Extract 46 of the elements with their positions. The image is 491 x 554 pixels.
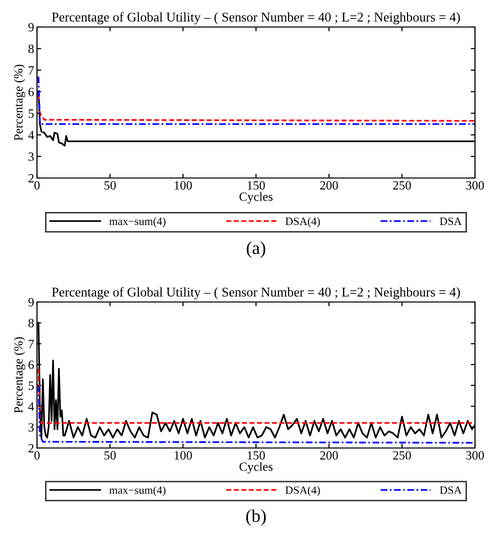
x-tick-label: 100 <box>174 451 192 460</box>
y-tick-label: 8 <box>28 318 34 328</box>
legend-label: max−sum(4) <box>109 486 166 496</box>
y-tick-label: 5 <box>28 382 34 390</box>
legend-label: DSA <box>440 218 462 226</box>
text: (a) <box>246 241 266 258</box>
x-tick-label: 0 <box>34 451 40 460</box>
x-tick-label: 150 <box>248 451 265 460</box>
text: (b) <box>246 509 266 526</box>
y-tick-label: 2 <box>28 444 34 452</box>
x-tick-label: 0 <box>34 181 40 190</box>
x-tick-label: 300 <box>466 181 484 190</box>
y-tick-label: 9 <box>28 298 34 306</box>
legend-label: DSA(4) <box>285 486 320 496</box>
x-tick-label: 50 <box>104 181 116 190</box>
legend-label: max−sum(4) <box>109 217 166 228</box>
y-tick-label: 4 <box>28 130 34 140</box>
x-tick-label: 200 <box>320 181 338 190</box>
y-tick-label: 7 <box>28 340 34 348</box>
y-tick-label: 2 <box>28 174 34 182</box>
y-tick-label: 6 <box>28 360 34 370</box>
x-tick-label: 150 <box>248 181 265 190</box>
x-tick-label: 250 <box>393 451 411 460</box>
y-tick-label: 9 <box>28 23 34 32</box>
x-tick-label: 200 <box>320 451 338 460</box>
x-tick-label: 50 <box>104 451 116 460</box>
y-tick-label: 8 <box>28 44 34 54</box>
y-tick-label: 6 <box>28 88 34 96</box>
x-tick-label: 250 <box>393 181 411 190</box>
chart-title: Percentage of Global Utility – ( Sensor Number = 40 ; L=2 ; Neighbours = 4) <box>52 12 460 24</box>
y-tick-label: 4 <box>28 402 34 411</box>
legend-label: DSA(4) <box>285 217 320 228</box>
y-axis-title: Percentage (%) <box>14 64 26 140</box>
x-tick-label: 300 <box>466 451 484 460</box>
y-axis-title: Percentage (%) <box>14 337 26 413</box>
y-tick-label: 5 <box>28 109 34 118</box>
chart-title: Percentage of Global Utility – ( Sensor Number = 40 ; L=2 ; Neighbours = 4) <box>52 287 460 300</box>
x-axis-title: Cycles <box>240 462 273 474</box>
x-axis-title: Cycles <box>240 192 273 204</box>
y-tick-label: 3 <box>28 423 34 432</box>
line-series <box>38 95 475 122</box>
x-tick-label: 100 <box>174 181 192 190</box>
y-tick-label: 7 <box>28 66 34 74</box>
line-series <box>38 384 475 444</box>
legend-label: DSA <box>440 486 462 494</box>
y-tick-label: 3 <box>28 152 34 161</box>
